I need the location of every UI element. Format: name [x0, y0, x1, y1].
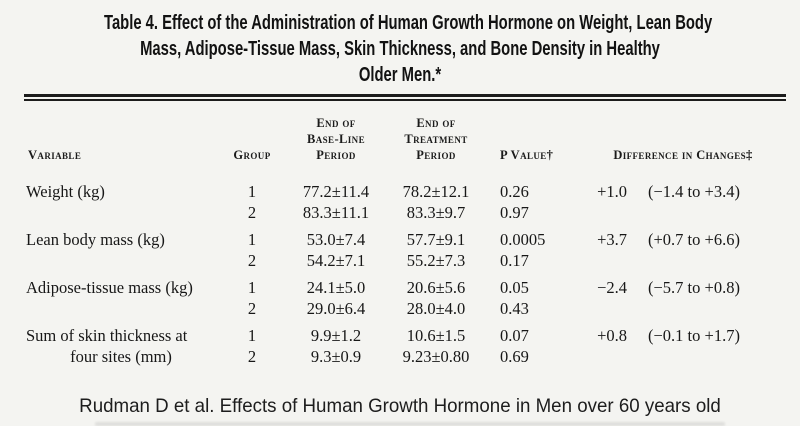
header-line: Base-Line: [307, 132, 365, 146]
cell-treatment: 20.6±5.6: [406, 278, 466, 297]
col-header-group: Group: [233, 148, 271, 162]
cell-treatment: 28.0±4.0: [406, 299, 466, 318]
cell-group: 2: [247, 347, 257, 366]
table-row: Adipose-tissue mass (kg) 1 24.1±5.0 20.6…: [0, 271, 800, 298]
table-title-line: Table 4. Effect of the Administration of…: [104, 12, 713, 34]
cell-baseline: 24.1±5.0: [306, 278, 366, 297]
cell-treatment: 9.23±0.80: [402, 347, 470, 366]
cell-treatment: 55.2±7.3: [406, 251, 466, 270]
table-title-line: Mass, Adipose-Tissue Mass, Skin Thicknes…: [140, 38, 660, 60]
rule-line: [24, 99, 786, 101]
cell-group: 1: [247, 182, 257, 201]
cell-confidence-interval: (−0.1 to +1.7): [648, 326, 740, 345]
table-row: 2 9.3±0.9 9.23±0.80 0.69: [0, 346, 800, 367]
table-row: Sum of skin thickness at four sites (mm)…: [0, 319, 800, 366]
cell-group: 1: [247, 230, 257, 249]
cell-pvalue: 0.0005: [500, 230, 546, 249]
cell-baseline: 83.3±11.1: [302, 203, 370, 222]
cell-pvalue: 0.69: [500, 347, 529, 366]
table-title: Table 4. Effect of the Administration of…: [0, 10, 800, 88]
header-line: Treatment: [404, 132, 468, 146]
col-header-pvalue: P Value†: [500, 148, 554, 162]
cell-treatment: 57.7±9.1: [406, 230, 466, 249]
table-top-double-rule: [24, 94, 786, 101]
table-row: 2 54.2±7.1 55.2±7.3 0.17: [0, 250, 800, 271]
cell-confidence-interval: (+0.7 to +6.6): [648, 230, 740, 249]
col-header-baseline: End of Base-Line Period: [286, 101, 386, 175]
cell-confidence-interval: (−1.4 to +3.4): [648, 182, 740, 201]
cell-pvalue: 0.05: [500, 278, 529, 297]
col-header-difference: Difference in Changes‡: [613, 148, 753, 162]
table-title-line: Older Men.*: [358, 64, 442, 86]
cell-baseline: 9.9±1.2: [310, 326, 362, 345]
variable-line: Lean body mass (kg): [26, 230, 165, 249]
cell-confidence-interval: (−5.7 to +0.8): [648, 278, 740, 297]
cell-treatment: 78.2±12.1: [402, 182, 470, 201]
cell-baseline: 29.0±6.4: [306, 299, 366, 318]
cell-baseline: 53.0±7.4: [306, 230, 366, 249]
rule-line: [24, 94, 786, 97]
cell-pvalue: 0.07: [500, 326, 529, 345]
cell-pvalue: 0.97: [500, 203, 529, 222]
cell-treatment: 10.6±1.5: [406, 326, 466, 345]
cell-pvalue: 0.17: [500, 251, 529, 270]
variable-line: four sites (mm): [70, 347, 172, 366]
cell-treatment: 83.3±9.7: [406, 203, 466, 222]
cell-group: 1: [247, 326, 257, 345]
variable-line: Adipose-tissue mass (kg): [26, 278, 193, 297]
variable-line: Sum of skin thickness at: [26, 326, 188, 345]
header-line: End of: [416, 116, 456, 130]
header-line: Period: [316, 148, 356, 162]
cell-difference: −2.4: [597, 278, 627, 297]
variable-line: Weight (kg): [26, 182, 105, 201]
cell-variable: Lean body mass (kg): [0, 223, 218, 271]
cell-baseline: 77.2±11.4: [302, 182, 370, 201]
col-header-treatment: End of Treatment Period: [386, 101, 486, 175]
cell-difference: +3.7: [597, 230, 627, 249]
table-row: 2 83.3±11.1 83.3±9.7 0.97: [0, 202, 800, 223]
header-row: Variable Group End of Base-Line Period E…: [0, 101, 800, 175]
header-line: Period: [416, 148, 456, 162]
table-row: Weight (kg) 1 77.2±11.4 78.2±12.1 0.26 +…: [0, 175, 800, 202]
cell-baseline: 9.3±0.9: [310, 347, 362, 366]
citation-caption: Rudman D et al. Effects of Human Growth …: [79, 395, 721, 417]
cell-difference: +0.8: [597, 326, 627, 345]
results-table: Variable Group End of Base-Line Period E…: [0, 101, 800, 367]
header-line: End of: [316, 116, 356, 130]
cell-group: 2: [247, 299, 257, 318]
cell-group: 2: [247, 203, 257, 222]
cell-variable: Sum of skin thickness at four sites (mm): [0, 319, 218, 367]
cell-difference: +1.0: [597, 182, 627, 201]
table-row: Lean body mass (kg) 1 53.0±7.4 57.7±9.1 …: [0, 223, 800, 250]
cell-variable: Weight (kg): [0, 175, 218, 223]
cell-pvalue: 0.26: [500, 182, 529, 201]
cell-variable: Adipose-tissue mass (kg): [0, 271, 218, 319]
cell-group: 1: [247, 278, 257, 297]
col-header-variable: Variable: [28, 148, 82, 162]
table-row: 2 29.0±6.4 28.0±4.0 0.43: [0, 298, 800, 319]
cell-baseline: 54.2±7.1: [306, 251, 366, 270]
cell-pvalue: 0.43: [500, 299, 529, 318]
cutoff-text-smudge: [95, 422, 725, 426]
cell-group: 2: [247, 251, 257, 270]
